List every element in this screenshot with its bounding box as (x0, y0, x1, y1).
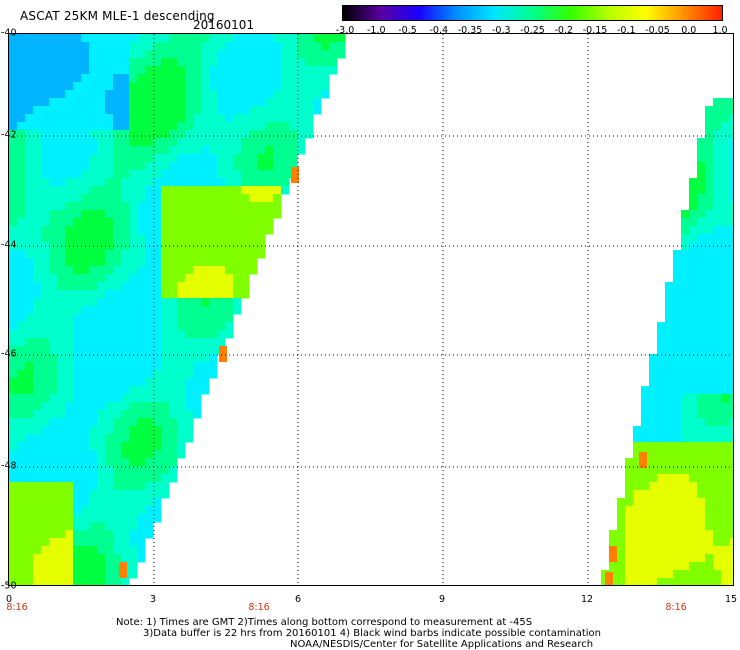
product-title: ASCAT 25KM MLE-1 descending (20, 9, 215, 23)
map-plot (8, 33, 734, 586)
colorbar-tick-label: -0.35 (457, 25, 483, 36)
colorbar-tick-label: -1.0 (366, 25, 386, 36)
colorbar-tick-label: -0.4 (429, 25, 449, 36)
swath-right (601, 98, 733, 585)
latitude-label: -44 (1, 239, 17, 251)
colorbar-tick-label: -0.05 (645, 25, 670, 36)
graticule (9, 34, 733, 585)
longitude-label: 6 (294, 594, 302, 605)
longitude-label: 15 (724, 594, 738, 605)
colorbar-tick-label: -0.1 (616, 25, 636, 36)
flagged-cell (119, 562, 127, 578)
swath-left (9, 34, 346, 585)
flagged-cell (291, 167, 299, 183)
longitude-label: 3 (149, 594, 157, 605)
colorbar-tick-label: -0.2 (554, 25, 574, 36)
flagged-cell (639, 452, 647, 468)
latitude-label: -50 (1, 580, 17, 592)
note-line-3: NOAA/NESDIS/Center for Satellite Applica… (290, 639, 594, 650)
note-line-1: Note: 1) Times are GMT 2)Times along bot… (116, 617, 533, 628)
colorbar-tick-label: -3.0 (335, 25, 355, 36)
flagged-cell (219, 346, 227, 362)
colorbar (342, 5, 723, 21)
longitude-label: 0 (5, 594, 13, 605)
note-line-2: 3)Data buffer is 22 hrs from 20160101 4)… (143, 628, 601, 639)
latitude-label: -42 (1, 129, 17, 141)
colorbar-tick-label: -0.3 (491, 25, 511, 36)
colorbar-tick-label: 1.0 (712, 25, 728, 36)
wind-map (9, 34, 733, 585)
longitude-label: 12 (580, 594, 594, 605)
colorbar-tick-label: -0.25 (520, 25, 545, 36)
product-date: 20160101 (193, 18, 255, 32)
latitude-label: -46 (1, 348, 17, 360)
overpass-time-label: 8:16 (248, 602, 270, 613)
flagged-cell (605, 572, 613, 585)
colorbar-fill (343, 6, 722, 20)
flagged-cell (609, 546, 617, 562)
overpass-time-label: 8:16 (6, 602, 28, 613)
colorbar-tick-label: 0.0 (681, 25, 697, 36)
colorbar-tick-label: -0.5 (398, 25, 417, 36)
overpass-time-label: 8:16 (665, 602, 687, 613)
latitude-label: -40 (1, 27, 17, 39)
colorbar-tick-label: -0.15 (582, 25, 608, 36)
longitude-label: 9 (438, 594, 446, 605)
latitude-label: -48 (1, 460, 17, 472)
colorbar-gradient (343, 6, 722, 20)
